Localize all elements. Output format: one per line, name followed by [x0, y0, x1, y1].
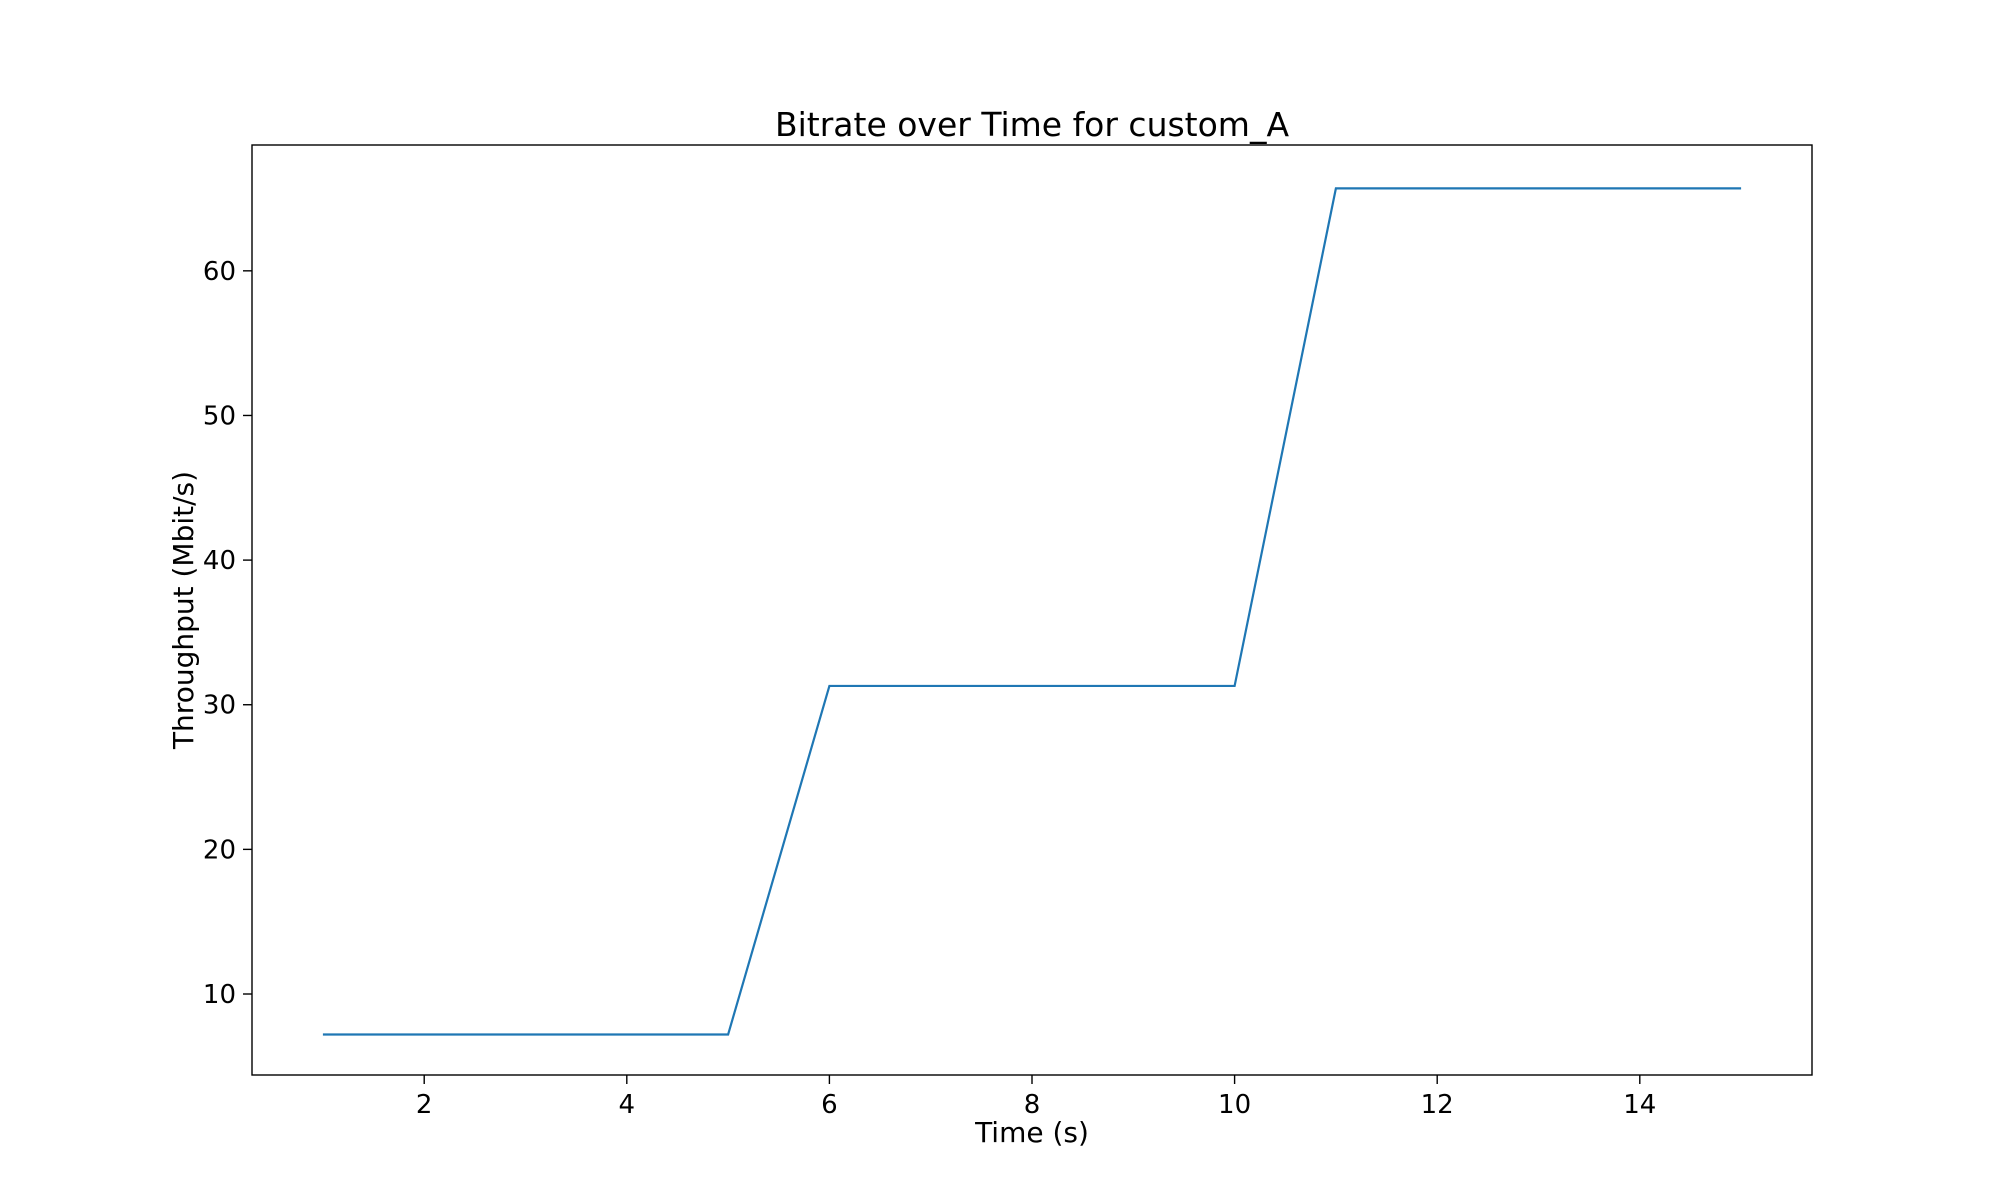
x-axis-label: Time (s)	[974, 1116, 1089, 1149]
x-tick-label: 2	[416, 1090, 433, 1120]
series-line-0	[322, 187, 1742, 1036]
x-tick-label: 8	[1024, 1090, 1041, 1120]
x-tick-label: 10	[1218, 1090, 1251, 1120]
y-tick-label: 20	[203, 835, 236, 865]
y-tick-label: 60	[203, 257, 236, 287]
y-tick-label: 50	[203, 401, 236, 431]
plot-frame	[251, 144, 1813, 1076]
x-tick-label: 4	[619, 1090, 636, 1120]
plot-area	[322, 187, 1742, 1036]
x-tick-label: 14	[1623, 1090, 1656, 1120]
chart-title: Bitrate over Time for custom_A	[775, 105, 1289, 144]
y-axis-label: Throughput (Mbit/s)	[167, 471, 200, 750]
x-tick-label: 12	[1421, 1090, 1454, 1120]
y-axis-ticks: 10 20 30 40 50 60	[203, 257, 252, 1010]
y-tick-label: 30	[203, 691, 236, 721]
x-tick-label: 6	[821, 1090, 838, 1120]
y-tick-label: 40	[203, 546, 236, 576]
x-axis-ticks: 2 4 6 8 10 12 14	[416, 1075, 1656, 1120]
y-tick-label: 10	[203, 980, 236, 1010]
